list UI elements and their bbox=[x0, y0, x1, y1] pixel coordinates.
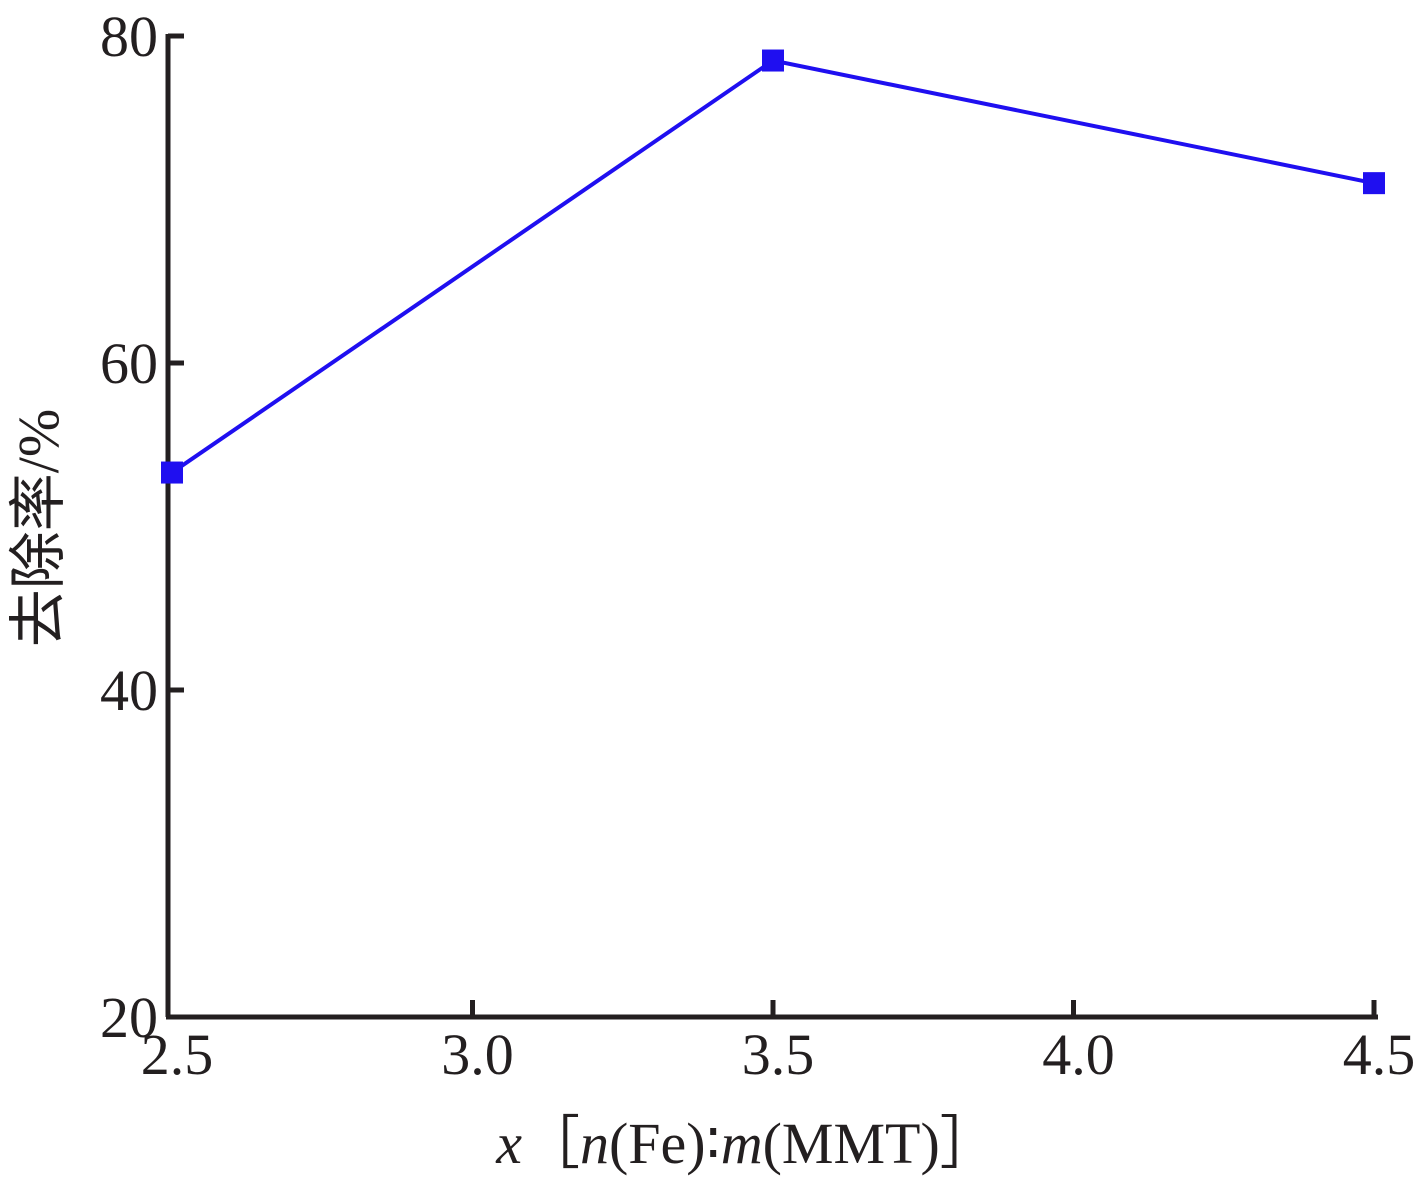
x-axis-title: x［n(Fe)∶m(MMT)］ bbox=[495, 1111, 998, 1176]
x-axis-title-bracket-open: ［ bbox=[522, 1111, 580, 1176]
data-point-marker bbox=[161, 461, 183, 484]
x-axis-title-n: n bbox=[580, 1111, 609, 1176]
x-axis-title-fe: (Fe) bbox=[609, 1111, 706, 1176]
y-axis-title: 去除率/% bbox=[6, 409, 71, 647]
x-ticks: 2.5 3.0 3.5 4.0 4.5 bbox=[141, 1000, 1416, 1087]
axes bbox=[165, 34, 1378, 1020]
x-axis-title-mmt: (MMT) bbox=[763, 1111, 940, 1176]
y-tick-label: 80 bbox=[100, 4, 158, 69]
y-tick-label: 20 bbox=[100, 985, 158, 1050]
series-line bbox=[170, 58, 1375, 475]
x-tick-label: 2.5 bbox=[141, 1022, 214, 1087]
x-tick-label: 4.5 bbox=[1343, 1022, 1416, 1087]
y-ticks: 20 40 60 80 bbox=[100, 4, 184, 1050]
y-tick-label: 40 bbox=[100, 658, 158, 723]
data-point-marker bbox=[1363, 172, 1385, 195]
x-tick-label: 3.0 bbox=[441, 1022, 514, 1087]
series-layer bbox=[161, 49, 1385, 484]
y-tick-label: 60 bbox=[100, 331, 158, 396]
x-tick-label: 4.0 bbox=[1042, 1022, 1115, 1087]
x-axis-title-m: m bbox=[721, 1111, 763, 1176]
x-axis-title-colon: ∶ bbox=[706, 1111, 721, 1176]
x-axis-title-bracket-close: ］ bbox=[940, 1111, 998, 1176]
x-axis-title-var: x bbox=[495, 1111, 522, 1176]
data-point-marker bbox=[762, 49, 784, 72]
x-tick-label: 3.5 bbox=[742, 1022, 815, 1087]
